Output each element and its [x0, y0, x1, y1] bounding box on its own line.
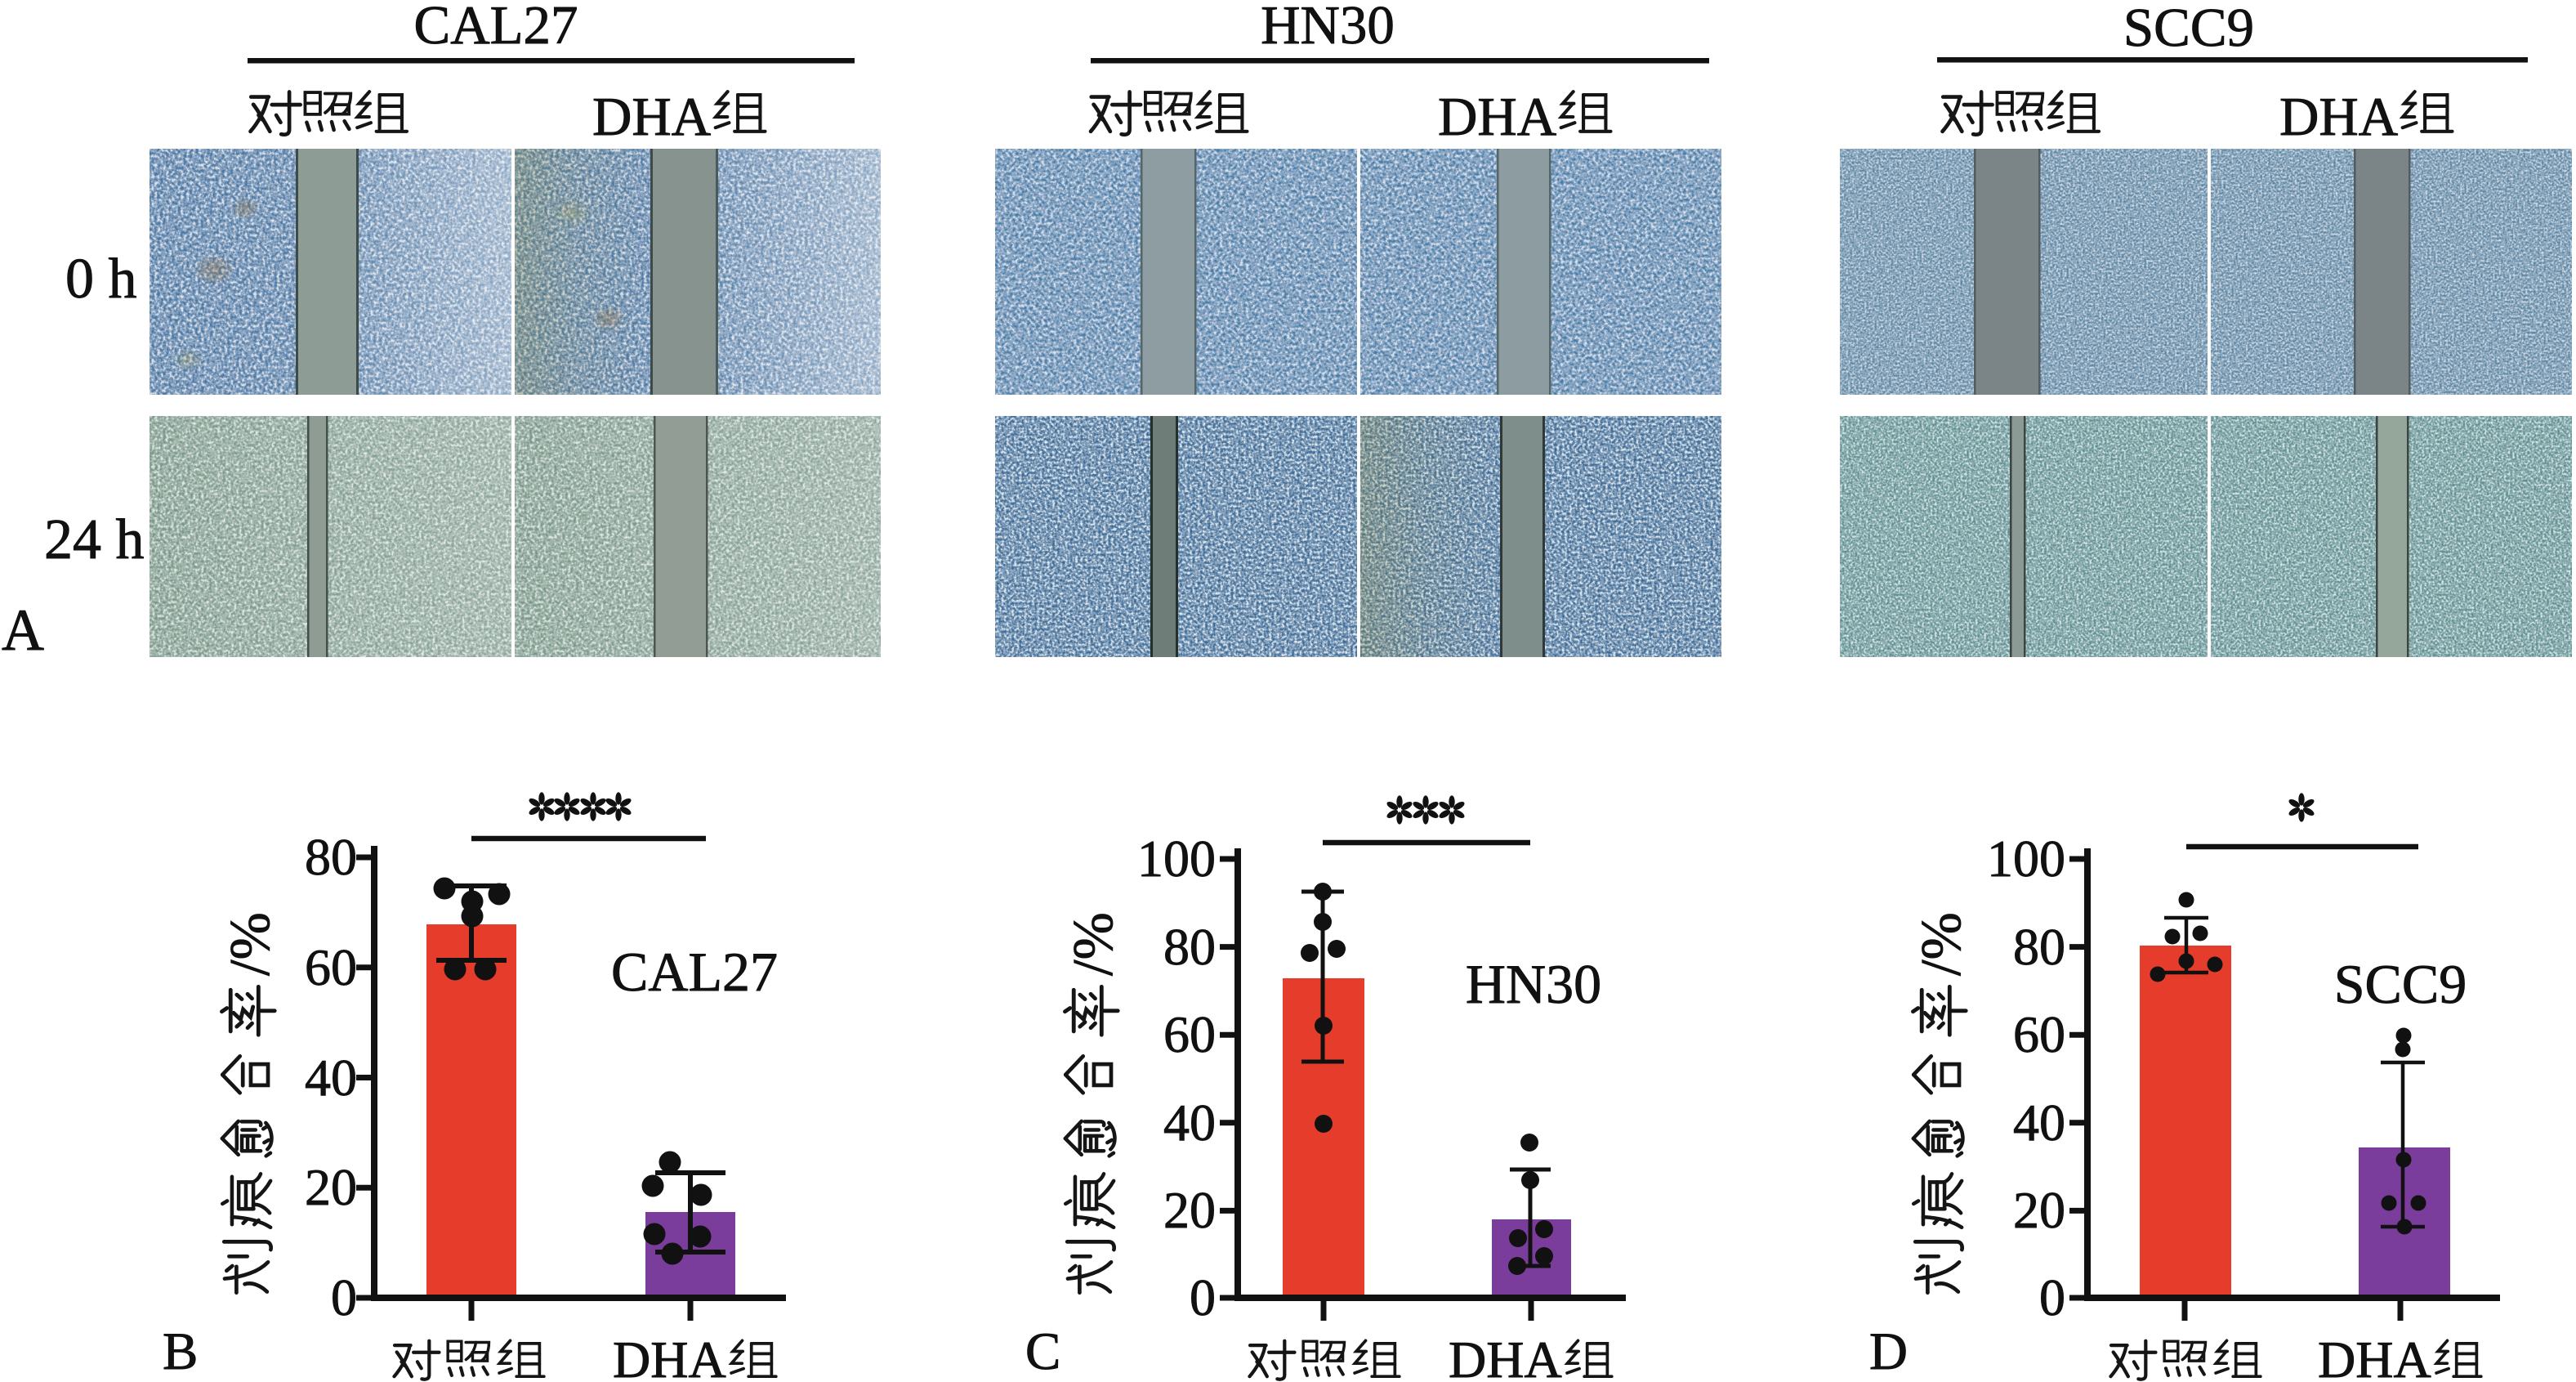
svg-text:D: D: [1869, 1322, 1908, 1381]
svg-text:60: 60: [1163, 1005, 1216, 1063]
svg-text:C: C: [1025, 1322, 1060, 1381]
svg-text:20: 20: [1163, 1181, 1216, 1239]
svg-text:0: 0: [331, 1268, 357, 1326]
svg-text:40: 40: [2013, 1094, 2065, 1152]
svg-text:DHA: DHA: [2279, 87, 2398, 147]
svg-text:DHA: DHA: [1438, 87, 1556, 147]
svg-text:HN30: HN30: [1466, 953, 1601, 1015]
svg-text:80: 80: [2013, 918, 2065, 976]
svg-text:/%: /%: [219, 912, 282, 976]
svg-text:60: 60: [2013, 1005, 2065, 1063]
svg-text:20: 20: [2013, 1181, 2065, 1239]
svg-text:/%: /%: [1910, 912, 1973, 976]
svg-text:0 h: 0 h: [65, 248, 137, 311]
svg-text:CAL27: CAL27: [414, 0, 578, 56]
svg-text:/%: /%: [1062, 912, 1125, 976]
svg-text:40: 40: [305, 1049, 357, 1107]
svg-text:HN30: HN30: [1261, 0, 1395, 56]
svg-text:100: 100: [1137, 830, 1216, 888]
svg-text:DHA: DHA: [1449, 1331, 1562, 1382]
svg-text:0: 0: [1190, 1268, 1216, 1326]
svg-text:40: 40: [1163, 1094, 1216, 1152]
svg-text:24 h: 24 h: [44, 508, 145, 571]
svg-text:SCC9: SCC9: [2123, 0, 2254, 58]
svg-text:DHA: DHA: [592, 87, 711, 147]
svg-text:20: 20: [305, 1158, 357, 1216]
svg-text:DHA: DHA: [613, 1331, 726, 1382]
svg-text:100: 100: [1987, 830, 2065, 888]
svg-text:CAL27: CAL27: [611, 941, 778, 1003]
svg-text:DHA: DHA: [2318, 1331, 2431, 1382]
svg-text:80: 80: [305, 828, 357, 886]
svg-text:B: B: [163, 1322, 198, 1381]
svg-text:0: 0: [2039, 1268, 2065, 1326]
svg-text:A: A: [2, 597, 44, 663]
svg-text:80: 80: [1163, 918, 1216, 976]
svg-text:60: 60: [305, 938, 357, 996]
svg-text:SCC9: SCC9: [2334, 953, 2467, 1015]
